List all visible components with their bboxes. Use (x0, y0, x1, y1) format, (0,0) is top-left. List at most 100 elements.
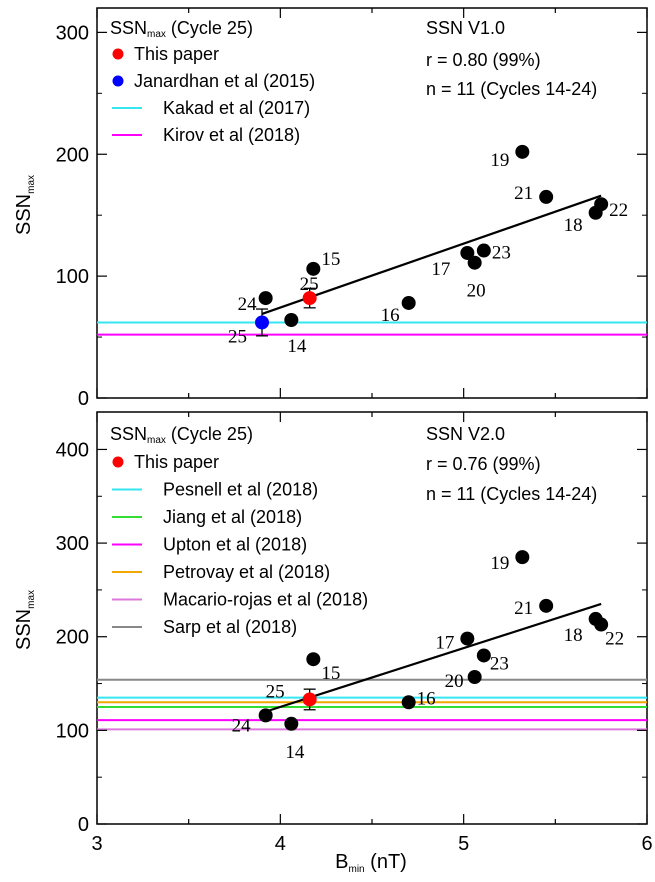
stats-r-bottom: r = 0.76 (99%) (426, 454, 541, 474)
data-point (306, 261, 321, 276)
legend-top: SSNmax (Cycle 25) This paper Janardhan et… (110, 18, 315, 145)
prediction-point (302, 291, 317, 306)
data-point (401, 695, 416, 710)
legend-label: Kirov et al (2018) (163, 125, 300, 145)
legend-items-top: This paper Janardhan et al (2015) Kakad et… (112, 44, 315, 145)
y-tick-label: 0 (78, 388, 89, 410)
y-tick-label: 400 (56, 439, 89, 461)
cycle-label: 17 (435, 633, 454, 654)
x-tick-label: 5 (458, 833, 469, 855)
cycle-label: 19 (490, 150, 509, 171)
legend-label: This paper (134, 44, 219, 64)
y-tick-label: 0 (78, 814, 89, 836)
plot-frame-top (96, 7, 648, 399)
data-point (284, 716, 299, 731)
legend-marker-dot (112, 456, 124, 468)
data-point (594, 197, 609, 212)
cycle-label: 22 (609, 200, 628, 221)
x-tick-label: 4 (275, 833, 286, 855)
legend-items-bottom: This paper Pesnell et al (2018) Jiang et a… (112, 452, 368, 637)
prediction-label: 25 (266, 681, 285, 702)
reference-lines-bottom (97, 678, 647, 731)
prediction-point (255, 315, 269, 330)
data-point (539, 189, 554, 204)
y-tick-label: 100 (56, 266, 89, 288)
x-tick-label: 3 (91, 833, 102, 855)
legend-label: Petrovay et al (2018) (163, 562, 330, 582)
x-tick-label: 6 (641, 833, 652, 855)
legend-marker-dot (112, 48, 124, 60)
legend-marker-dot (112, 75, 124, 87)
cycle-label: 23 (492, 243, 511, 264)
data-point (467, 255, 482, 270)
panel-top: 24 14 15 16 17 18 19 20 21 22 23 25 25 0 100 200 300 SS… (13, 7, 648, 410)
legend-label: Kakad et al (2017) (163, 98, 310, 118)
y-axis-label-top: SSNmax (13, 175, 37, 235)
legend-bottom: SSNmax (Cycle 25) This paper Pesnell et a… (110, 424, 368, 637)
prediction-point (302, 692, 317, 707)
stats-r-top: r = 0.80 (99%) (426, 50, 541, 70)
data-point (401, 295, 416, 310)
cycle-label: 18 (564, 215, 583, 236)
data-point (258, 291, 273, 306)
prediction-label: 25 (228, 326, 247, 347)
cycle-label: 21 (514, 598, 533, 619)
regression-line (265, 602, 602, 713)
cycle-label: 24 (238, 294, 258, 315)
data-points-top: 24 14 15 16 17 18 19 20 21 22 23 25 25 (228, 144, 628, 357)
data-points-bottom: 24 14 15 16 17 18 19 20 21 22 23 25 (232, 550, 624, 763)
cycle-label: 24 (232, 715, 252, 736)
stats-version-bottom: SSN V2.0 (426, 424, 505, 444)
data-point (476, 648, 491, 663)
cycle-label: 23 (490, 653, 509, 674)
y-tick-label: 200 (56, 144, 89, 166)
prediction-label: 25 (300, 274, 319, 295)
cycle-label: 16 (417, 688, 436, 709)
fit-line-top (261, 194, 602, 315)
y-tick-label: 100 (56, 720, 89, 742)
data-point (594, 617, 609, 632)
legend-label: This paper (134, 452, 219, 472)
cycle-label: 15 (321, 249, 340, 270)
y-tick-label: 300 (56, 533, 89, 555)
y-tick-label: 300 (56, 22, 89, 44)
fit-line-bottom (265, 602, 602, 713)
stats-bottom: SSN V2.0 r = 0.76 (99%) n = 11 (Cycles 1… (426, 424, 597, 504)
legend-label: Upton et al (2018) (163, 535, 307, 555)
stats-version-top: SSN V1.0 (426, 18, 505, 38)
data-point (467, 669, 482, 684)
stats-top: SSN V1.0 r = 0.80 (99%) n = 11 (Cycles 1… (426, 18, 597, 99)
cycle-label: 20 (467, 281, 486, 302)
legend-label: Macario-rojas et al (2018) (163, 590, 368, 610)
stats-n-bottom: n = 11 (Cycles 14-24) (426, 484, 597, 504)
reference-lines-top (97, 321, 647, 336)
data-point (460, 245, 475, 260)
legend-title-bottom: SSNmax (Cycle 25) (110, 424, 253, 446)
cycle-label: 14 (285, 742, 305, 763)
stats-n-top: n = 11 (Cycles 14-24) (426, 79, 597, 99)
cycle-label: 20 (445, 671, 464, 692)
legend-label: Sarp et al (2018) (163, 617, 297, 637)
data-point (476, 243, 491, 258)
cycle-label: 21 (514, 183, 533, 204)
cycle-label: 15 (321, 663, 340, 684)
cycle-label: 22 (605, 629, 624, 650)
data-point (460, 631, 475, 646)
data-point (515, 550, 530, 565)
data-point (284, 313, 299, 327)
y-ticks-bottom: 0 100 200 300 400 (56, 412, 648, 836)
regression-line (261, 194, 602, 315)
x-ticks: 3 4 5 6 (91, 833, 652, 855)
panel-bottom: 24 14 15 16 17 18 19 20 21 22 23 25 0 100 200 300 400 3… (13, 411, 653, 875)
legend-label: Pesnell et al (2018) (163, 480, 318, 500)
data-point (539, 598, 554, 613)
cycle-label: 14 (287, 336, 307, 357)
y-tick-label: 200 (56, 627, 89, 649)
legend-label: Janardhan et al (2015) (134, 71, 315, 91)
cycle-label: 17 (431, 259, 450, 280)
data-point (258, 708, 273, 723)
y-axis-label-bottom: SSNmax (13, 590, 37, 650)
cycle-label: 18 (564, 625, 583, 646)
cycle-label: 19 (490, 553, 509, 574)
